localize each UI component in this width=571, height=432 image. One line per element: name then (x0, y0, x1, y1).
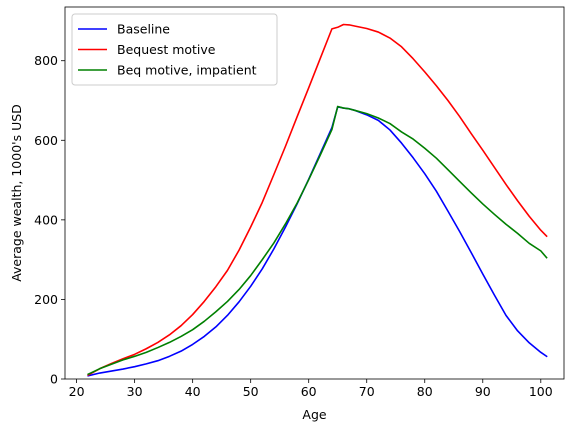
plot-frame (64, 6, 565, 380)
x-tick-label: 80 (417, 384, 433, 399)
y-tick-label: 800 (34, 53, 58, 68)
x-tick-label: 50 (243, 384, 259, 399)
legend-label-2: Bequest motive (117, 42, 216, 57)
y-tick-label: 200 (34, 292, 58, 307)
legend-box (71, 13, 278, 86)
x-axis-ticks: 20 30 40 50 60 70 80 90 100 (69, 379, 553, 399)
x-axis-label: Age (302, 407, 326, 422)
x-tick-label: 100 (529, 384, 553, 399)
legend-label-1: Baseline (117, 22, 170, 37)
y-tick-label: 400 (34, 212, 58, 227)
x-tick-label: 40 (185, 384, 201, 399)
y-axis-ticks: 0 200 400 600 800 (34, 53, 65, 387)
x-tick-label: 70 (359, 384, 375, 399)
series-line-1 (87, 106, 548, 377)
series-line-3 (87, 105, 548, 376)
y-tick-label: 600 (34, 133, 58, 148)
y-axis-label: Average wealth, 1000's USD (9, 104, 24, 282)
series-line-2 (87, 23, 548, 377)
x-tick-label: 20 (69, 384, 85, 399)
legend: Baseline Bequest motive Beq motive, impati… (71, 13, 278, 86)
y-tick-label: 0 (50, 372, 58, 387)
x-tick-label: 60 (301, 384, 317, 399)
x-tick-label: 90 (475, 384, 491, 399)
series-layer (87, 23, 548, 377)
legend-label-3: Beq motive, impatient (117, 63, 257, 78)
x-tick-label: 30 (127, 384, 143, 399)
